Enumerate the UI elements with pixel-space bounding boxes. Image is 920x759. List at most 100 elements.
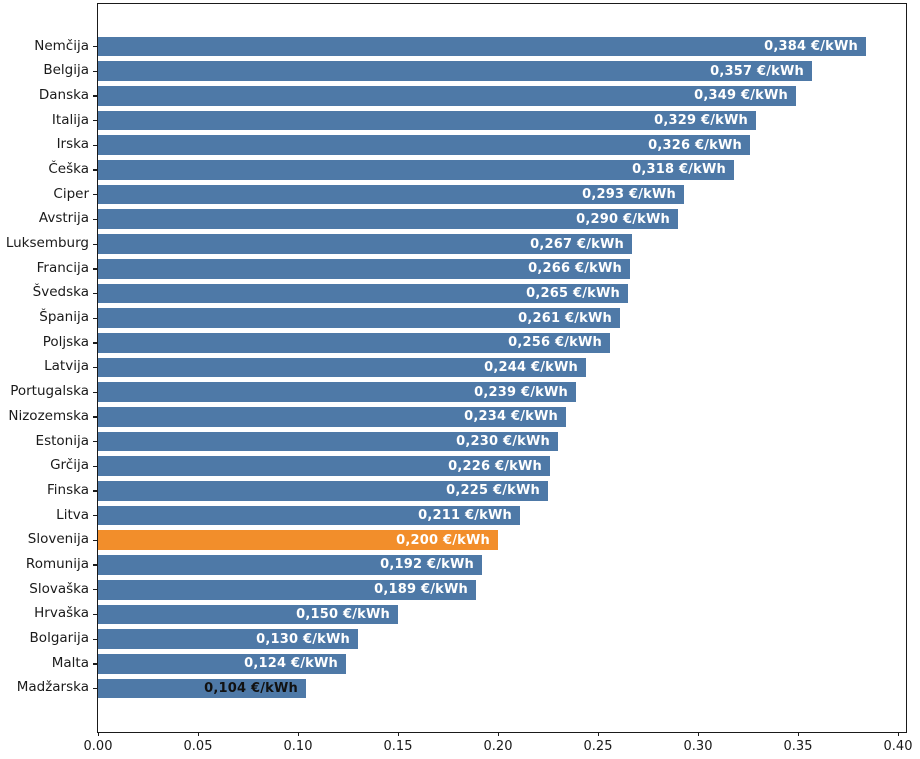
- bar-value-label: 0,256 €/kWh: [508, 335, 602, 351]
- y-axis-label: Latvija: [44, 358, 89, 375]
- y-axis-tick: [93, 144, 97, 147]
- y-axis-tick: [93, 169, 97, 171]
- x-axis-tick-label: 0.25: [583, 739, 613, 754]
- bar-value-label: 0,261 €/kWh: [518, 310, 612, 326]
- bar-estonija: 0,230 €/kWh: [98, 431, 558, 452]
- bar-malta: 0,124 €/kWh: [98, 653, 346, 674]
- bar-value-label: 0,349 €/kWh: [694, 88, 788, 104]
- bar-value-label: 0,329 €/kWh: [654, 113, 748, 129]
- y-axis-tick: [93, 490, 97, 492]
- bar-value-label: 0,230 €/kWh: [456, 434, 550, 450]
- y-axis-label: Grčija: [50, 457, 89, 474]
- y-axis-label: Češka: [48, 160, 89, 177]
- bar-value-label: 0,239 €/kWh: [474, 384, 568, 400]
- y-axis-label: Slovaška: [29, 580, 89, 597]
- y-axis-label: Nemčija: [34, 37, 89, 54]
- bar-nizozemska: 0,234 €/kWh: [98, 407, 566, 427]
- bar-irska: 0,326 €/kWh: [98, 135, 750, 156]
- y-axis-label: Belgija: [43, 62, 89, 79]
- y-axis-tick: [93, 243, 97, 245]
- bar-madarska: 0,104 €/kWh: [98, 678, 306, 699]
- bar-value-label: 0,130 €/kWh: [256, 631, 350, 647]
- bar-value-label: 0,124 €/kWh: [244, 656, 338, 672]
- bar-portugalska: 0,239 €/kWh: [98, 382, 576, 402]
- bar-value-label: 0,234 €/kWh: [464, 409, 558, 425]
- x-axis-tick-label: 0.40: [883, 739, 913, 754]
- y-axis-label: Ciper: [53, 185, 89, 202]
- y-axis-tick: [93, 687, 97, 690]
- y-axis-label: Portugalska: [10, 383, 89, 400]
- x-axis-tick-label: 0.00: [83, 739, 113, 754]
- bar-value-label: 0,293 €/kWh: [582, 187, 676, 203]
- bar-ciper: 0,293 €/kWh: [98, 184, 684, 205]
- bar-luksemburg: 0,267 €/kWh: [98, 234, 632, 254]
- bar-value-label: 0,267 €/kWh: [530, 236, 624, 252]
- x-axis-tick-label: 0.05: [183, 739, 213, 754]
- x-axis-tick: [697, 732, 699, 736]
- bar-value-label: 0,326 €/kWh: [648, 137, 742, 153]
- bar-value-label: 0,192 €/kWh: [380, 557, 474, 573]
- y-axis-label: Litva: [56, 506, 89, 523]
- y-axis-tick: [93, 638, 97, 640]
- plot-area: 0,384 €/kWh 0,357 €/kWh 0,349 €/kWh 0,329 €…: [97, 3, 907, 733]
- y-axis-tick: [93, 613, 97, 616]
- y-axis-tick: [93, 416, 97, 418]
- bar-finska: 0,225 €/kWh: [98, 481, 548, 501]
- y-axis-label: Španija: [39, 309, 89, 326]
- y-axis-label: Hrvaška: [34, 605, 89, 622]
- x-axis-tick: [197, 732, 199, 736]
- y-axis-tick: [93, 46, 97, 48]
- bar-value-label: 0,290 €/kWh: [576, 211, 670, 227]
- bar-avstrija: 0,290 €/kWh: [98, 209, 678, 230]
- bar-value-label: 0,318 €/kWh: [632, 162, 726, 178]
- x-axis-tick: [797, 732, 799, 736]
- y-axis-label: Romunija: [25, 555, 89, 572]
- y-axis-label: Danska: [38, 86, 89, 103]
- y-axis-tick: [93, 564, 97, 566]
- y-axis-label: Italija: [51, 111, 89, 128]
- y-axis-tick: [93, 194, 97, 196]
- x-axis-tick: [397, 732, 399, 736]
- bar-value-label: 0,200 €/kWh: [396, 532, 490, 548]
- bar-litva: 0,211 €/kWh: [98, 505, 520, 526]
- bar-value-label: 0,265 €/kWh: [526, 285, 620, 301]
- bar-value-label: 0,150 €/kWh: [296, 606, 390, 622]
- y-axis-label: Madžarska: [16, 679, 89, 696]
- y-axis-tick: [93, 366, 97, 369]
- bar-value-label: 0,357 €/kWh: [710, 63, 804, 79]
- y-axis-tick: [93, 342, 97, 344]
- y-axis-label: Nizozemska: [8, 407, 89, 424]
- bar-latvija: 0,244 €/kWh: [98, 357, 586, 378]
- y-axis-tick: [93, 317, 97, 319]
- y-axis-tick: [93, 441, 97, 443]
- bar-grija: 0,226 €/kWh: [98, 456, 550, 477]
- x-axis-tick-label: 0.35: [783, 739, 813, 754]
- bar-hrvaka: 0,150 €/kWh: [98, 604, 398, 625]
- bar-slovenija: 0,200 €/kWh: [98, 530, 498, 551]
- y-axis-tick: [93, 539, 97, 542]
- y-axis-tick: [93, 515, 97, 517]
- bar-panija: 0,261 €/kWh: [98, 308, 620, 328]
- x-axis-tick-label: 0.10: [283, 739, 313, 754]
- bar-belgija: 0,357 €/kWh: [98, 61, 812, 82]
- y-axis-tick: [93, 268, 97, 270]
- bar-eka: 0,318 €/kWh: [98, 160, 734, 180]
- y-axis-tick: [93, 465, 97, 468]
- x-axis-tick: [497, 732, 499, 736]
- y-axis-label: Avstrija: [38, 210, 89, 227]
- bar-value-label: 0,384 €/kWh: [764, 38, 858, 54]
- bar-value-label: 0,225 €/kWh: [446, 483, 540, 499]
- bar-slovaka: 0,189 €/kWh: [98, 579, 476, 600]
- y-axis-label: Poljska: [42, 333, 89, 350]
- x-axis-tick-label: 0.30: [683, 739, 713, 754]
- x-axis-tick: [597, 732, 599, 736]
- bar-bolgarija: 0,130 €/kWh: [98, 629, 358, 649]
- bar-value-label: 0,104 €/kWh: [204, 680, 298, 696]
- y-axis-label: Slovenija: [27, 531, 89, 548]
- y-axis-tick: [93, 292, 97, 295]
- bar-value-label: 0,226 €/kWh: [448, 458, 542, 474]
- y-axis-label: Bolgarija: [29, 630, 89, 647]
- y-axis-tick: [93, 218, 97, 221]
- y-axis-label: Francija: [36, 259, 89, 276]
